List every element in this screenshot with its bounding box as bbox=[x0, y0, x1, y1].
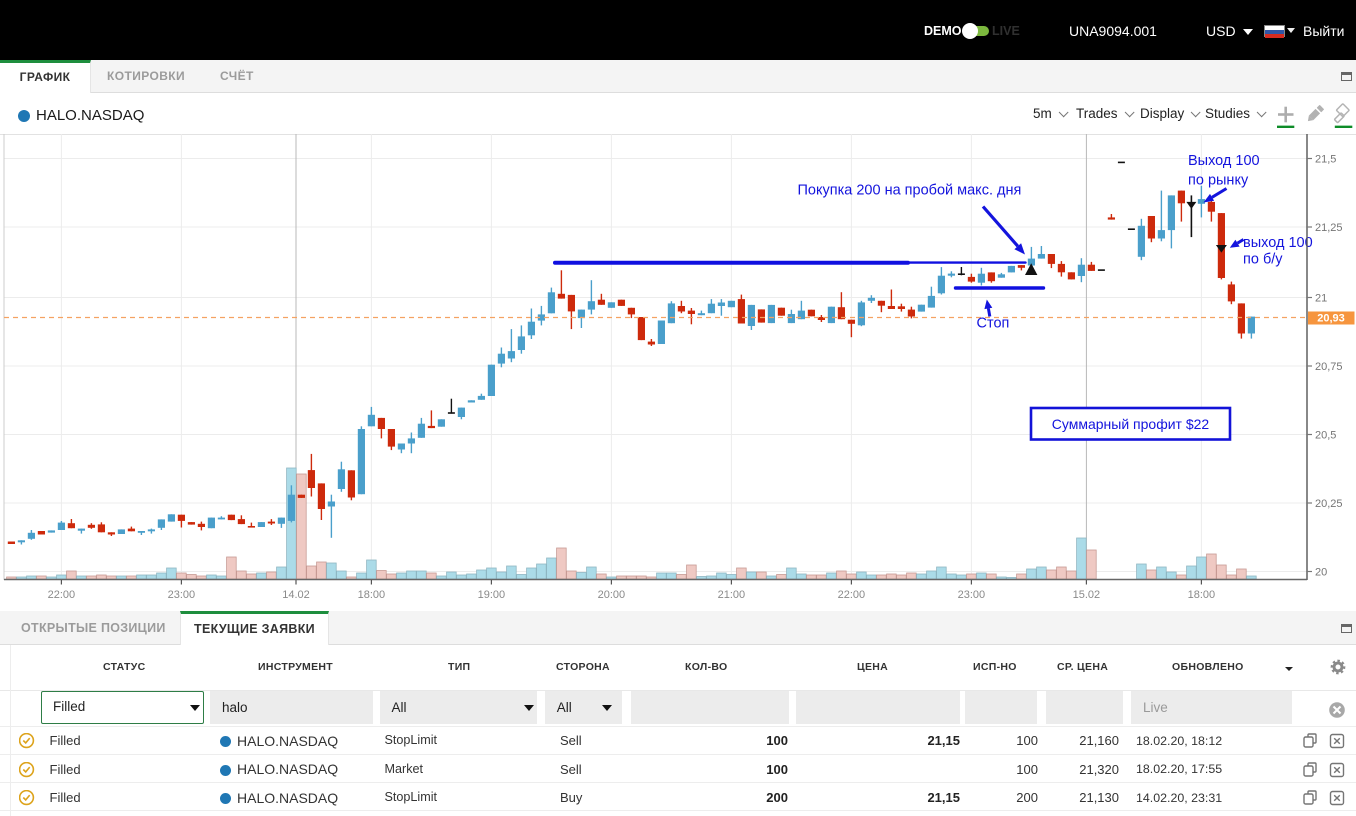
svg-text:21: 21 bbox=[1315, 292, 1327, 304]
svg-text:20,5: 20,5 bbox=[1315, 429, 1336, 441]
svg-text:18:00: 18:00 bbox=[358, 589, 386, 601]
svg-text:20:00: 20:00 bbox=[598, 589, 626, 601]
svg-text:23:00: 23:00 bbox=[958, 589, 986, 601]
svg-text:Стоп: Стоп bbox=[977, 316, 1010, 332]
svg-text:20,25: 20,25 bbox=[1315, 498, 1343, 510]
svg-text:по б/у: по б/у bbox=[1243, 251, 1283, 267]
svg-text:21,25: 21,25 bbox=[1315, 222, 1343, 234]
svg-text:19:00: 19:00 bbox=[478, 589, 506, 601]
svg-text:выход 100: выход 100 bbox=[1243, 235, 1313, 251]
svg-text:20,93: 20,93 bbox=[1317, 313, 1345, 325]
svg-text:Покупка 200 на пробой макс. дн: Покупка 200 на пробой макс. дня bbox=[798, 183, 1022, 199]
svg-text:по рынку: по рынку bbox=[1188, 172, 1249, 188]
svg-text:18:00: 18:00 bbox=[1188, 589, 1216, 601]
svg-text:Суммарный профит $22: Суммарный профит $22 bbox=[1052, 416, 1210, 432]
svg-text:21:00: 21:00 bbox=[718, 589, 746, 601]
svg-text:20: 20 bbox=[1315, 566, 1327, 578]
svg-text:21,5: 21,5 bbox=[1315, 153, 1336, 165]
svg-text:23:00: 23:00 bbox=[168, 589, 196, 601]
svg-text:22:00: 22:00 bbox=[48, 589, 76, 601]
svg-text:15.02: 15.02 bbox=[1073, 589, 1101, 601]
svg-text:22:00: 22:00 bbox=[838, 589, 866, 601]
svg-text:20,75: 20,75 bbox=[1315, 361, 1343, 373]
svg-text:14.02: 14.02 bbox=[282, 589, 310, 601]
svg-text:Выход 100: Выход 100 bbox=[1188, 153, 1260, 169]
